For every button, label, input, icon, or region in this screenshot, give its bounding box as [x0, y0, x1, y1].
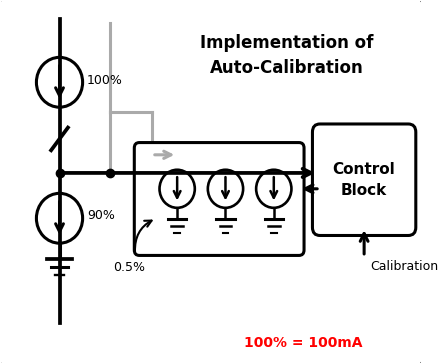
Text: Implementation of
Auto-Calibration: Implementation of Auto-Calibration — [200, 33, 373, 76]
FancyBboxPatch shape — [312, 124, 416, 236]
Text: 100%: 100% — [87, 74, 123, 87]
Text: Calibration: Calibration — [370, 260, 439, 273]
FancyBboxPatch shape — [0, 0, 423, 364]
FancyBboxPatch shape — [134, 143, 304, 256]
Text: 0.5%: 0.5% — [113, 261, 145, 274]
Text: Control
Block: Control Block — [333, 162, 396, 198]
Text: 100% = 100mA: 100% = 100mA — [244, 336, 362, 350]
Text: 90%: 90% — [87, 210, 115, 222]
